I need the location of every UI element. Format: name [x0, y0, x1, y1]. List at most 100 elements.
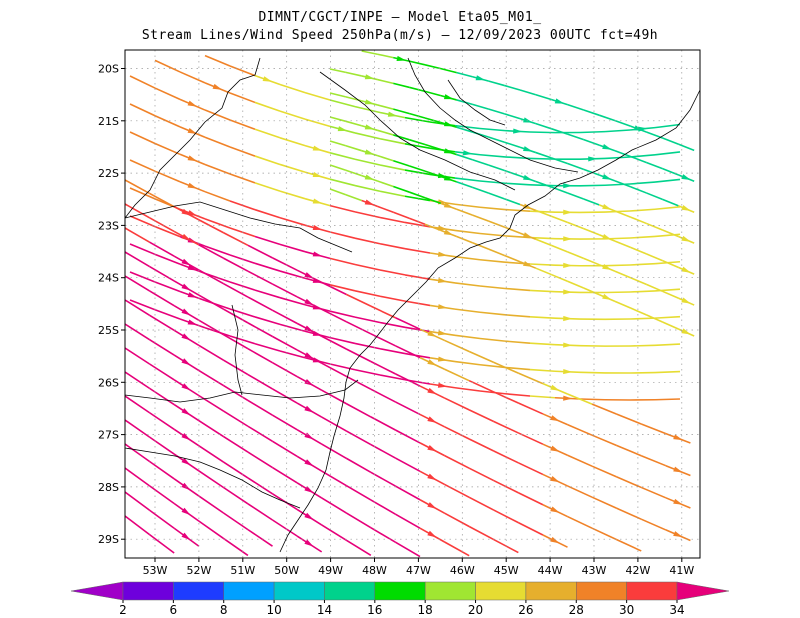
streamline-arrow [187, 155, 198, 162]
streamline-segment [567, 515, 593, 529]
streamline-segment [479, 232, 506, 237]
streamline-segment [329, 188, 347, 196]
streamline-segment [395, 317, 421, 330]
streamline-segment [379, 164, 406, 171]
streamline-segment [204, 54, 231, 67]
streamline-arrow [550, 476, 560, 483]
streamline-segment [229, 173, 256, 184]
streamline-arrow [563, 315, 573, 322]
streamline-arrow [181, 283, 191, 291]
colorbar-box [122, 581, 174, 601]
streamline-segment [198, 344, 224, 361]
streamline-segment [654, 398, 681, 401]
streamline-segment [472, 103, 489, 110]
streamline-arrow [602, 174, 612, 180]
streamline-segment [535, 93, 552, 101]
streamline-arrow [427, 502, 437, 509]
streamline-segment [329, 92, 347, 98]
streamline-segment [321, 308, 347, 323]
streamline-segment [329, 257, 356, 266]
streamline-segment [616, 444, 642, 457]
streamline-segment [440, 67, 457, 74]
streamline-segment [583, 138, 600, 146]
streamline-segment [662, 229, 679, 238]
streamline-segment [377, 104, 394, 110]
streamline-arrow [187, 237, 198, 244]
streamline-segment [479, 337, 506, 342]
lon-label: 48W [362, 564, 387, 577]
streamline-segment [646, 222, 663, 231]
streamline-arrow [364, 174, 375, 180]
streamline-segment [379, 295, 406, 302]
streamline-segment [504, 392, 531, 397]
streamline-segment [329, 336, 356, 345]
streamline-arrow [304, 298, 314, 306]
streamline-segment [279, 83, 306, 94]
lat-label: 28S [98, 481, 119, 494]
streamline-segment [408, 165, 426, 172]
streamline-segment [149, 363, 175, 381]
streamline-segment [404, 326, 431, 333]
streamline-segment [591, 465, 617, 478]
streamline-segment [272, 335, 298, 351]
streamline-segment [604, 291, 631, 294]
streamline-segment [361, 50, 378, 56]
streamline-segment [247, 451, 273, 469]
colorbar-box [223, 581, 275, 601]
streamline-segment [222, 410, 249, 427]
streamline-arrow [181, 507, 191, 516]
streamline-arrow [181, 258, 191, 266]
streamline-segment [149, 314, 175, 332]
streamline-segment [149, 436, 175, 455]
streamline-arrow [563, 369, 573, 375]
streamline-segment [456, 208, 473, 216]
streamline-segment [254, 182, 281, 192]
streamline-segment [454, 360, 481, 366]
streamline-segment [124, 443, 151, 463]
streamline-segment [604, 264, 631, 267]
streamline-segment [646, 253, 663, 262]
streamline-segment [535, 122, 552, 130]
streamline-arrow [437, 225, 448, 231]
streamline-segment [124, 347, 151, 365]
streamline-segment [630, 277, 647, 286]
streamline-segment [129, 159, 156, 172]
streamline-segment [591, 527, 618, 541]
streamline-segment [370, 499, 396, 515]
streamline-segment [354, 263, 381, 271]
streamline-segment [198, 319, 224, 336]
streamline-arrow [681, 328, 691, 335]
streamline-segment [629, 317, 656, 320]
streamline-segment [345, 430, 372, 446]
streamline-segment [379, 242, 406, 250]
streamline-segment [529, 342, 556, 346]
coastline [124, 57, 701, 553]
streamline-segment [408, 217, 426, 226]
streamline-segment [583, 227, 600, 236]
streamline-segment [354, 211, 381, 219]
streamline-segment [529, 157, 556, 160]
lat-label: 20S [98, 63, 119, 76]
streamline-segment [591, 434, 617, 447]
streamline-segment [503, 226, 521, 234]
streamline-segment [377, 129, 394, 136]
streamline-segment [222, 359, 249, 376]
lon-label: 50W [274, 564, 299, 577]
streamline-segment [579, 398, 606, 401]
streamline-segment [504, 340, 531, 344]
streamline-segment [149, 509, 175, 529]
streamline-segment [393, 108, 410, 115]
streamline-segment [204, 245, 231, 256]
streamline-segment [321, 497, 347, 514]
plot-frame [124, 49, 701, 559]
streamline-segment [247, 348, 273, 364]
streamline-segment [124, 179, 150, 195]
streamline-segment [329, 178, 356, 187]
colorbar-label: 34 [669, 603, 684, 617]
streamline-segment [321, 416, 347, 432]
streamline-segment [616, 538, 642, 552]
streamline-segment [254, 208, 281, 219]
streamline-segment [149, 217, 175, 233]
streamline-segment [535, 267, 552, 276]
streamline-segment [395, 429, 421, 444]
